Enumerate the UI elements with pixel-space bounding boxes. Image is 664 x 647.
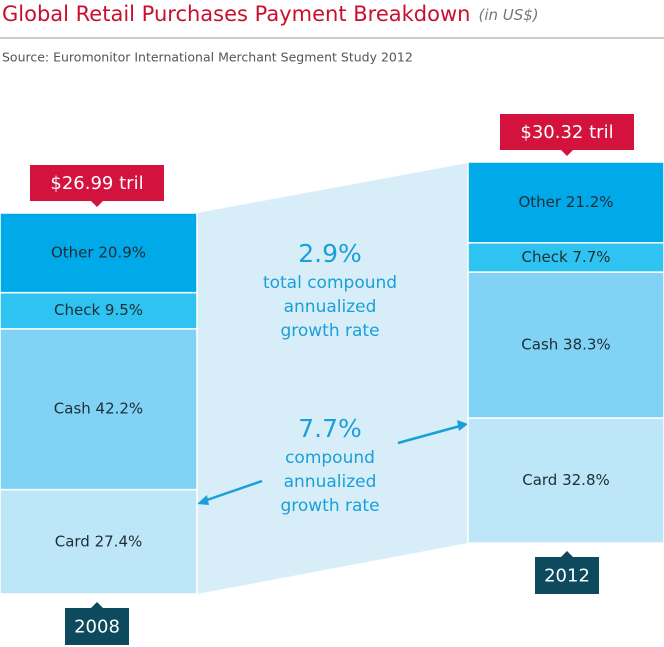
source: Source: Euromonitor International Mercha… bbox=[2, 50, 413, 65]
bar-segment bbox=[0, 488, 198, 595]
segment-label: Cash 42.2% bbox=[54, 400, 143, 418]
bar-segment bbox=[467, 271, 664, 419]
arrow-head bbox=[197, 495, 209, 505]
annotation-text: growth rate bbox=[280, 321, 379, 341]
segment-label: Other 21.2% bbox=[518, 193, 613, 211]
segment-label: Cash 38.3% bbox=[521, 336, 610, 354]
segment-label: Card 32.8% bbox=[522, 471, 610, 489]
total-badge bbox=[500, 114, 634, 150]
total-label: $26.99 tril bbox=[50, 173, 143, 194]
total-label: $30.32 tril bbox=[520, 122, 613, 143]
bar-segment bbox=[0, 212, 198, 294]
year-pointer bbox=[561, 551, 573, 557]
year-pointer bbox=[91, 602, 103, 608]
year-badge bbox=[65, 608, 129, 645]
chart-title: Global Retail Purchases Payment Breakdow… bbox=[2, 2, 470, 26]
year-label: 2008 bbox=[74, 617, 120, 638]
bar-segment bbox=[0, 328, 198, 491]
arrow-head bbox=[457, 420, 468, 431]
growth-band bbox=[197, 163, 468, 594]
segment-label: Check 7.7% bbox=[521, 248, 610, 266]
segment-label: Check 9.5% bbox=[54, 301, 143, 319]
bar-segment bbox=[0, 291, 198, 330]
annotation-text: annualized bbox=[284, 297, 377, 317]
annotation-headline: 2.9% bbox=[298, 239, 362, 268]
arrow bbox=[203, 479, 263, 503]
arrow bbox=[397, 424, 461, 445]
chart-subtitle: (in US$) bbox=[478, 6, 538, 24]
year-badge bbox=[535, 557, 599, 594]
segment-label: Other 20.9% bbox=[51, 243, 146, 261]
annotation-text: compound bbox=[285, 448, 375, 468]
bar-segment bbox=[467, 161, 664, 244]
badge-pointer bbox=[91, 201, 103, 207]
badge-pointer bbox=[561, 150, 573, 156]
segment-label: Card 27.4% bbox=[55, 532, 143, 550]
annotation-text: annualized bbox=[284, 472, 377, 492]
annotation-text: growth rate bbox=[280, 496, 379, 516]
chart-title-line: Global Retail Purchases Payment Breakdow… bbox=[2, 2, 539, 26]
annotation-text: total compound bbox=[263, 273, 397, 293]
annotation-headline: 7.7% bbox=[298, 414, 362, 443]
total-badge bbox=[30, 165, 164, 201]
bar-segment bbox=[467, 417, 664, 544]
arrows bbox=[197, 420, 468, 505]
year-label: 2012 bbox=[544, 566, 590, 587]
